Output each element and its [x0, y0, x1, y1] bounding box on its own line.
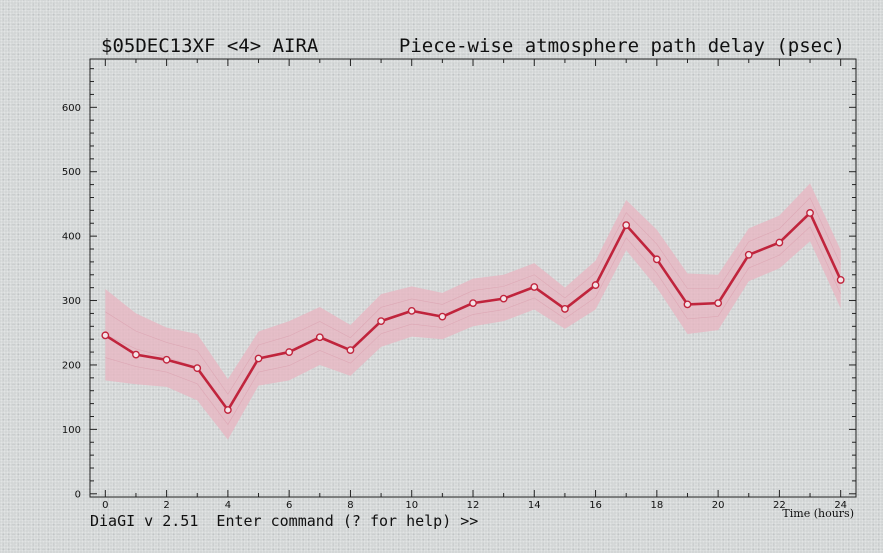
- y-tick-label: 100: [62, 425, 81, 436]
- data-point: [652, 255, 661, 264]
- chart-title-left: $05DEC13XF <4> AIRA: [101, 35, 319, 57]
- x-axis-label: Time (hours): [782, 507, 854, 520]
- data-point: [806, 209, 814, 217]
- data-point: [836, 276, 845, 284]
- error-band: [105, 183, 841, 440]
- data-point: [775, 238, 784, 247]
- data-point: [499, 294, 508, 303]
- y-tick-label: 600: [62, 103, 81, 114]
- series-layer: [101, 209, 845, 414]
- data-point: [315, 333, 324, 342]
- data-point: [346, 346, 355, 355]
- x-tick-label: 4: [225, 500, 231, 511]
- command-prompt[interactable]: DiaGI v 2.51 Enter command (? for help) …: [90, 512, 479, 530]
- data-point: [254, 354, 263, 363]
- data-point: [438, 312, 447, 321]
- x-tick-label: 10: [405, 500, 418, 511]
- x-tick-label: 12: [467, 500, 480, 511]
- x-tick-label: 6: [286, 500, 292, 511]
- data-point: [744, 250, 753, 259]
- chart-title-right: Piece-wise atmosphere path delay (psec): [399, 35, 845, 57]
- data-point: [714, 299, 723, 308]
- data-point: [469, 299, 477, 308]
- x-tick-label: 2: [163, 500, 169, 511]
- y-tick-label: 300: [62, 296, 81, 307]
- data-point: [132, 350, 140, 359]
- confidence-band-layer: [105, 183, 841, 440]
- data-point: [377, 317, 385, 326]
- data-point: [561, 305, 569, 313]
- y-tick-label: 200: [62, 360, 81, 371]
- x-tick-label: 8: [347, 500, 353, 511]
- y-tick-label: 0: [75, 489, 81, 500]
- data-point: [530, 283, 539, 291]
- data-point: [407, 306, 416, 315]
- error-band-hatch: [105, 197, 841, 395]
- y-tick-label: 500: [62, 167, 81, 178]
- x-tick-label: 14: [528, 500, 541, 511]
- x-tick-label: 24: [834, 500, 847, 511]
- x-tick-label: 20: [712, 500, 725, 511]
- error-band-hatch: [105, 226, 841, 426]
- data-point: [223, 406, 232, 414]
- data-point: [683, 300, 692, 309]
- data-point: [622, 221, 631, 230]
- data-point: [101, 331, 110, 340]
- data-point: [193, 364, 202, 373]
- data-point: [285, 348, 294, 356]
- x-tick-label: 22: [773, 500, 786, 511]
- x-tick-label: 0: [102, 500, 108, 511]
- y-tick-label: 400: [62, 232, 81, 243]
- x-tick-label: 18: [650, 500, 663, 511]
- data-point: [591, 281, 600, 289]
- x-tick-label: 16: [589, 500, 602, 511]
- data-point: [162, 355, 171, 364]
